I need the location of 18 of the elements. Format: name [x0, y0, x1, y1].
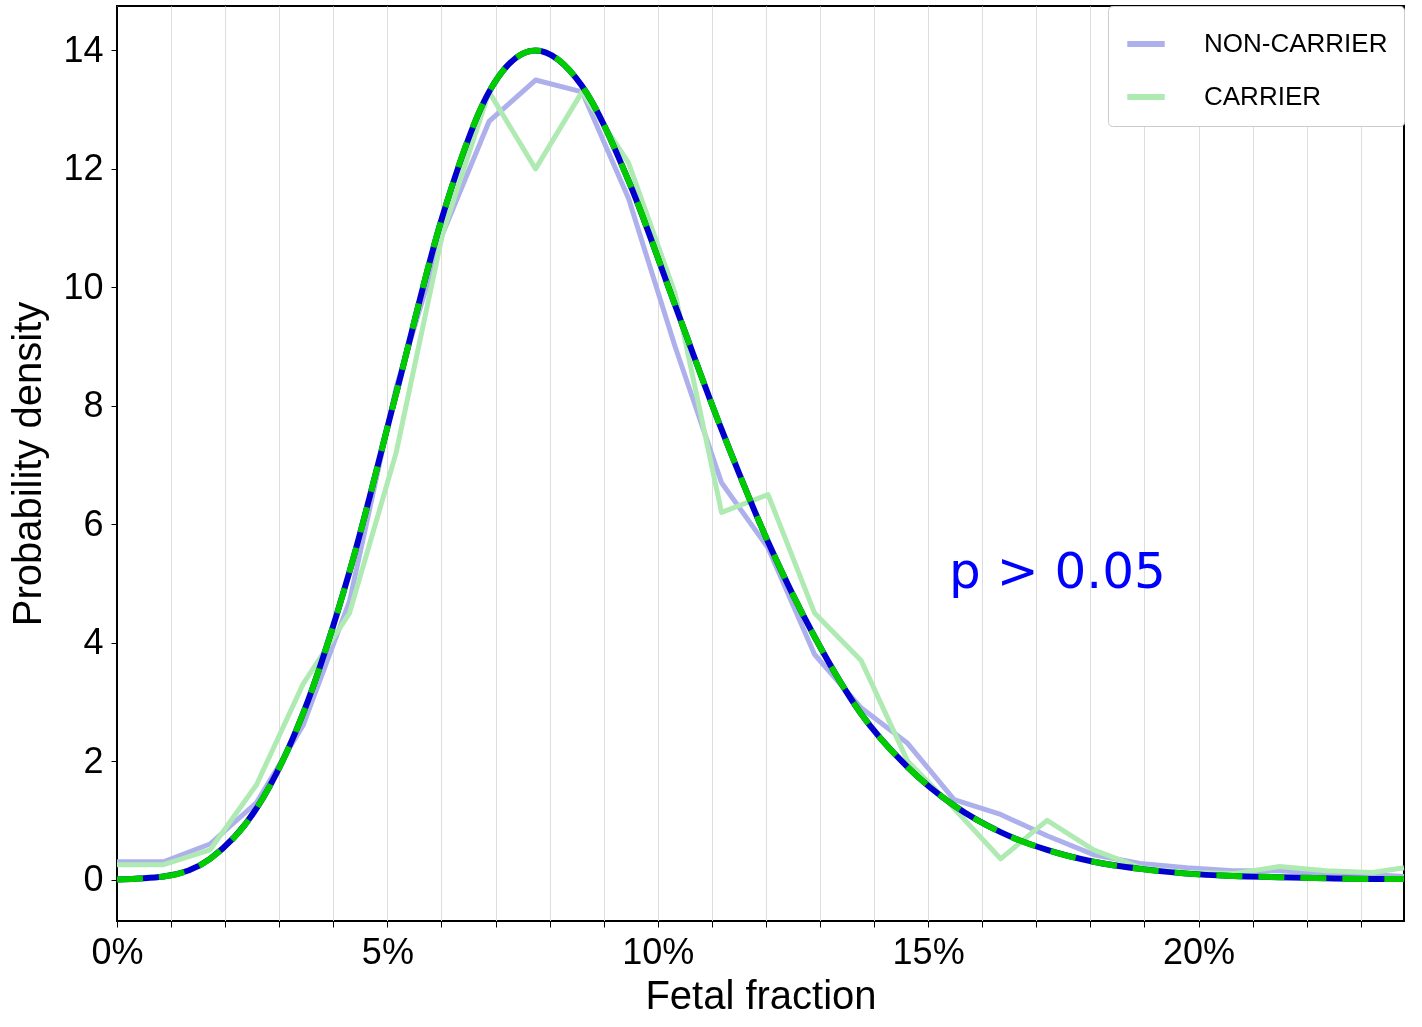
y-tick-label: 14 [63, 28, 104, 70]
y-tick-label: 6 [83, 502, 104, 544]
annotation: p > 0.05 [949, 542, 1166, 600]
x-tick-label: 10% [622, 930, 695, 972]
x-tick-label: 20% [1162, 930, 1236, 972]
x-tick-label: 0% [91, 930, 144, 972]
y-tick-label: 10 [63, 265, 104, 307]
legend-label: NON-CARRIER [1204, 28, 1388, 58]
y-tick-label: 12 [63, 147, 104, 189]
y-axis-title: Probability density [5, 301, 50, 627]
y-tick-label: 4 [83, 621, 104, 663]
x-tick-label: 5% [361, 930, 414, 972]
x-tick-label: 15% [892, 930, 965, 972]
y-tick-label: 2 [83, 739, 104, 781]
y-tick-label: 8 [83, 384, 104, 426]
legend-label: CARRIER [1204, 81, 1322, 111]
x-axis-title: Fetal fraction [645, 972, 877, 1017]
y-tick-label: 0 [83, 858, 104, 900]
